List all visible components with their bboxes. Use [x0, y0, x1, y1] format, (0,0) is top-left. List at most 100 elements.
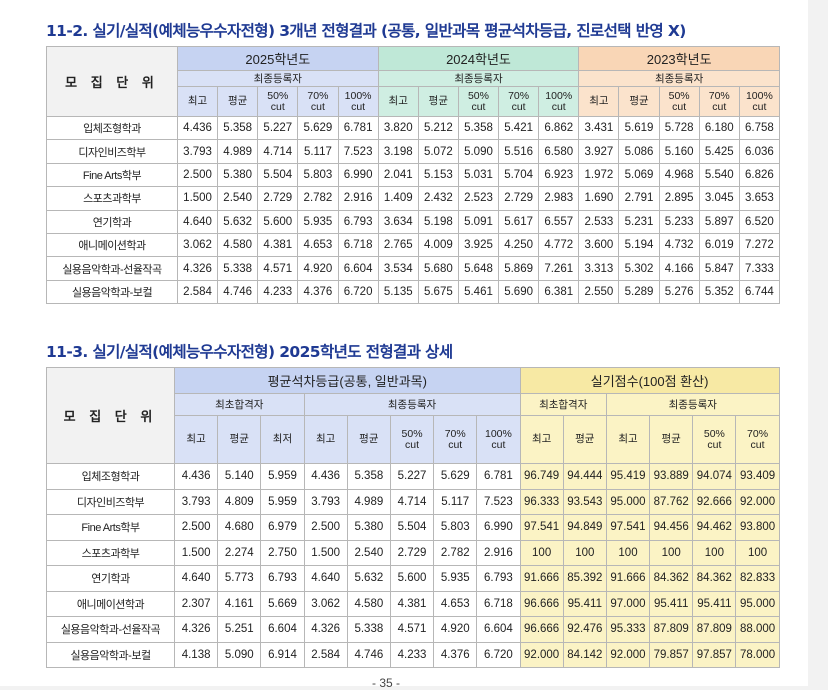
value-cell: 4.161 [217, 590, 262, 617]
value-cell: 4.809 [217, 488, 262, 515]
three-year-results-table: 모 집 단 위 2025학년도 2024학년도 2023학년도 최종등록자 최종… [46, 46, 780, 305]
value-cell: 5.352 [698, 279, 740, 305]
value-cell: 4.968 [658, 162, 700, 188]
column-header: 70% cut [297, 86, 339, 117]
value-cell: 4.772 [538, 232, 580, 258]
column-header: 평균 [217, 86, 259, 117]
unit-name-cell: 애니메이션학과 [46, 590, 175, 617]
value-cell: 6.720 [476, 641, 521, 668]
value-cell: 5.425 [698, 139, 740, 164]
value-cell: 5.421 [498, 115, 540, 141]
value-cell: 6.036 [738, 139, 780, 164]
value-cell: 4.989 [346, 488, 391, 515]
table-row: 입체조형학과 4.436 5.140 5.959 4.436 5.358 5.227 5.62… [46, 463, 780, 490]
value-cell: 87.809 [692, 616, 737, 643]
value-cell: 5.935 [433, 565, 478, 592]
value-cell: 4.746 [346, 641, 391, 668]
value-cell: 2.274 [217, 539, 262, 566]
value-cell: 5.803 [433, 514, 478, 541]
value-cell: 96.666 [519, 616, 564, 643]
value-cell: 4.138 [173, 641, 219, 668]
value-cell: 3.653 [738, 186, 780, 211]
year-2023-subheader: 최종등록자 [578, 70, 780, 87]
value-cell: 4.233 [257, 279, 299, 305]
document-page: 11-2. 실기/실적(예체능우수자전형) 3개년 전형결과 (공통, 일반과목… [0, 0, 808, 690]
value-cell: 4.376 [297, 279, 339, 305]
unit-name-cell: 입체조형학과 [46, 115, 178, 141]
value-cell: 4.326 [173, 616, 219, 643]
value-cell: 4.381 [257, 232, 299, 258]
value-cell: 2.916 [476, 539, 521, 566]
value-cell: 5.227 [389, 463, 435, 490]
value-cell: 2.729 [389, 539, 435, 566]
value-cell: 79.857 [649, 641, 694, 668]
value-cell: 92.666 [692, 488, 737, 515]
column-header: 70% cut [498, 86, 540, 117]
value-cell: 84.362 [692, 565, 737, 592]
value-cell: 6.180 [698, 115, 740, 141]
value-cell: 97.541 [605, 514, 651, 541]
value-cell: 95.000 [605, 488, 651, 515]
value-cell: 100 [649, 539, 694, 566]
value-cell: 3.925 [457, 232, 500, 258]
column-header: 최고 [605, 415, 651, 464]
value-cell: 3.045 [698, 186, 740, 211]
value-cell: 100 [605, 539, 651, 566]
value-cell: 6.720 [337, 279, 379, 305]
unit-name-cell: 연기학과 [46, 565, 175, 592]
value-cell: 84.362 [649, 565, 694, 592]
value-cell: 3.793 [176, 139, 219, 164]
value-cell: 5.072 [417, 139, 459, 164]
value-cell: 5.135 [377, 279, 419, 305]
unit-name-cell: 실용음악학과-선율작곡 [46, 256, 178, 281]
value-cell: 100 [562, 539, 607, 566]
value-cell: 4.233 [389, 641, 435, 668]
table-row: 연기학과 4.640 5.632 5.600 5.935 6.793 3.634 5.198 5… [46, 209, 780, 234]
value-cell: 7.333 [738, 256, 780, 281]
value-cell: 1.409 [377, 186, 419, 211]
value-cell: 5.632 [346, 565, 391, 592]
detail-results-table: 모 집 단 위 평균석차등급(공통, 일반과목) 실기점수(100점 환산) 최… [46, 367, 780, 668]
value-cell: 100 [692, 539, 737, 566]
unit-header-2: 모 집 단 위 [46, 367, 175, 464]
value-cell: 85.392 [562, 565, 607, 592]
value-cell: 3.062 [303, 590, 348, 617]
value-cell: 2.540 [346, 539, 391, 566]
unit-name-cell: 실용음악학과-선율작곡 [46, 616, 175, 643]
column-header: 100% cut [538, 86, 580, 117]
table-row: 실용음악학과-선율작곡 4.326 5.338 4.571 4.920 6.604 3.53… [46, 256, 780, 281]
column-header: 최고 [578, 86, 620, 117]
value-cell: 4.920 [433, 616, 478, 643]
value-cell: 2.500 [303, 514, 348, 541]
value-cell: 5.669 [260, 590, 305, 617]
value-cell: 6.781 [476, 463, 521, 490]
value-cell: 87.809 [649, 616, 694, 643]
value-cell: 92.000 [519, 641, 564, 668]
value-cell: 6.580 [538, 139, 580, 164]
grade-pass-subheader: 최초합격자 [174, 393, 305, 416]
value-cell: 5.289 [618, 279, 660, 305]
table-row: 애니메이션학과 2.307 4.161 5.669 3.062 4.580 4.381 4.6… [46, 590, 780, 617]
year-2024-subheader: 최종등록자 [377, 70, 580, 87]
value-cell: 95.411 [692, 590, 737, 617]
value-cell: 5.117 [297, 139, 339, 164]
value-cell: 5.869 [498, 256, 540, 281]
value-cell: 3.313 [578, 256, 620, 281]
value-cell: 2.432 [417, 186, 459, 211]
unit-name-cell: Fine Arts학부 [46, 514, 175, 541]
column-header: 평균 [417, 86, 459, 117]
unit-header: 모 집 단 위 [46, 46, 178, 117]
value-cell: 4.571 [389, 616, 435, 643]
value-cell: 5.338 [217, 256, 259, 281]
value-cell: 2.523 [457, 186, 500, 211]
value-cell: 5.728 [658, 115, 700, 141]
table-row: Fine Arts학부 2.500 4.680 6.979 2.500 5.380 5.50… [46, 514, 780, 541]
value-cell: 5.540 [698, 162, 740, 188]
value-cell: 2.041 [377, 162, 419, 188]
value-cell: 4.571 [257, 256, 299, 281]
value-cell: 96.749 [519, 463, 564, 490]
value-cell: 4.680 [217, 514, 262, 541]
year-2025-header: 2025학년도 [177, 46, 379, 71]
value-cell: 3.431 [578, 115, 620, 141]
table-row: 디자인비즈학부 3.793 4.809 5.959 3.793 4.989 4.714 5.1… [46, 488, 780, 515]
